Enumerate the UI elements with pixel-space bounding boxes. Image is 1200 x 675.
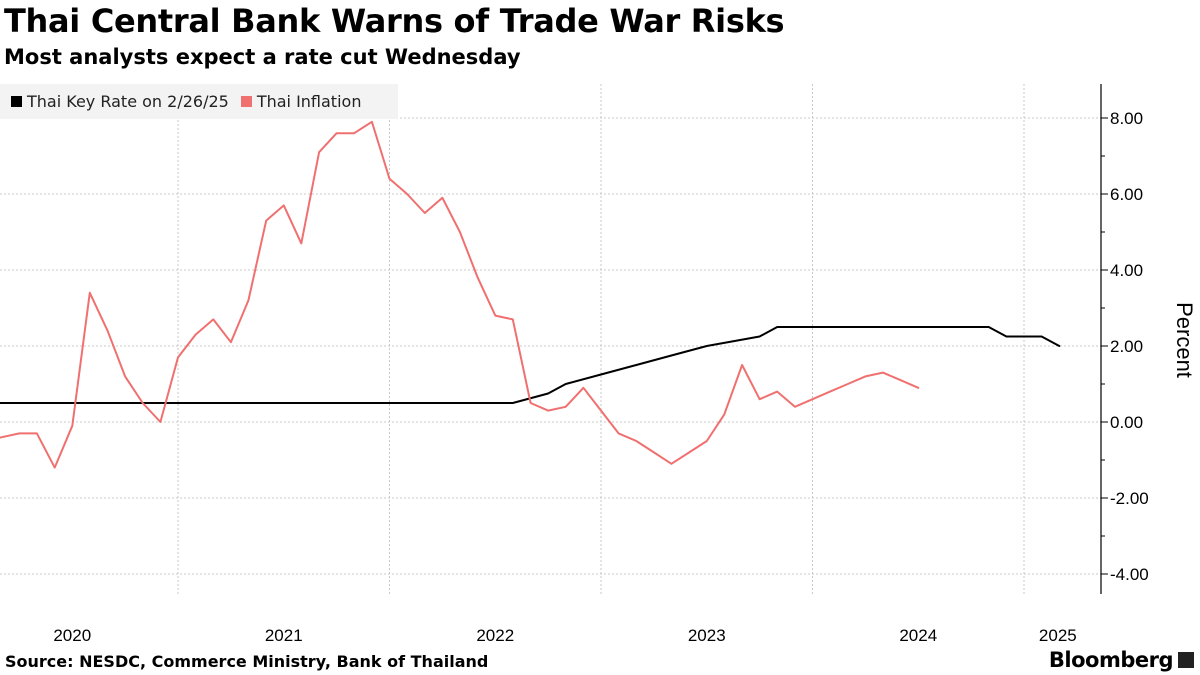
legend-label-key-rate: Thai Key Rate on 2/26/25 [27,92,229,111]
y-tick-label: 2.00 [1110,337,1143,356]
terminal-icon [1178,652,1194,668]
legend-swatch-inflation [240,96,252,107]
series-line-inflation [0,120,920,469]
legend-swatch-key-rate [11,96,22,107]
legend-item-key-rate: Thai Key Rate on 2/26/25 [11,92,229,111]
x-tick-label: 2024 [899,626,937,645]
y-axis-label: Percent [1172,302,1197,378]
bloomberg-logo: Bloomberg [1049,648,1194,672]
y-tick-label: 0.00 [1110,413,1143,432]
x-tick-label: 2023 [688,626,726,645]
series-line-key-rate [0,326,1061,404]
y-tick-label: 6.00 [1110,185,1143,204]
source-note: Source: NESDC, Commerce Ministry, Bank o… [5,652,489,671]
legend: Thai Key Rate on 2/26/25 Thai Inflation [0,84,398,119]
legend-label-inflation: Thai Inflation [256,92,362,111]
x-tick-label: 2021 [265,626,303,645]
x-tick-label: 2020 [53,626,91,645]
y-tick-label: -4.00 [1110,565,1149,584]
grid-lines [0,84,1101,594]
x-tick-label: 2022 [476,626,514,645]
chart-subtitle: Most analysts expect a rate cut Wednesda… [4,45,521,69]
y-tick-label: 8.00 [1110,109,1143,128]
legend-item-inflation: Thai Inflation [240,92,362,111]
y-tick-label: 4.00 [1110,261,1143,280]
axes: -4.00 -2.00 0.00 2.00 4.00 6.00 8.00 2020 2021 20… [53,84,1149,645]
x-tick-label: 2025 [1039,626,1077,645]
chart-title: Thai Central Bank Warns of Trade War Ris… [4,2,785,40]
brand-name: Bloomberg [1048,648,1174,672]
series-lines [0,120,1061,469]
y-tick-label: -2.00 [1110,489,1149,508]
